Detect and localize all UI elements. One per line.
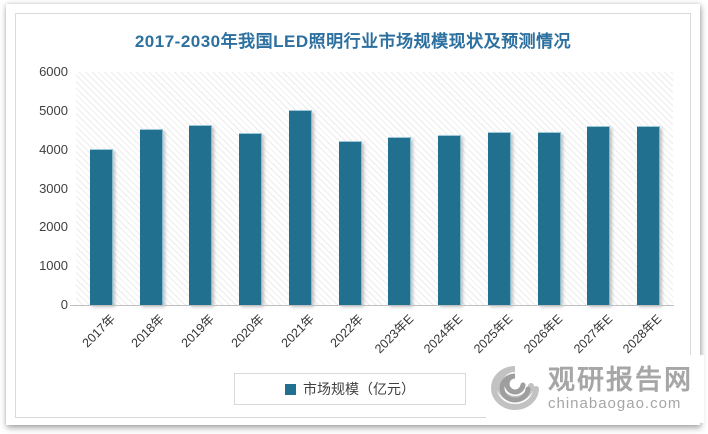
legend-marker-icon — [285, 383, 296, 395]
bar — [189, 125, 213, 305]
swirl-logo-icon — [486, 359, 544, 420]
y-axis-label: 4000 — [39, 141, 68, 157]
y-axis-label: 0 — [60, 297, 68, 312]
watermark-brand-text: 观研报告网 — [548, 365, 693, 396]
bar — [487, 132, 511, 305]
x-axis-label: 2027年E — [570, 311, 616, 357]
bar — [239, 133, 263, 305]
bar — [438, 135, 462, 305]
plot-area — [76, 72, 673, 305]
bar — [537, 132, 561, 305]
y-axis-label: 1000 — [39, 258, 68, 274]
x-axis-label: 2023年E — [371, 311, 417, 357]
x-axis-label: 2020年 — [228, 311, 267, 351]
x-axis-label: 2017年 — [79, 311, 118, 351]
x-axis-label: 2024年E — [421, 311, 466, 357]
watermark: 观研报告网 chinabaogao.com — [486, 355, 704, 423]
x-axis-label: 2022年 — [327, 311, 367, 351]
bar — [89, 149, 113, 305]
legend-box: 市场规模（亿元） — [234, 373, 466, 405]
x-axis-line — [70, 305, 674, 306]
chart-title: 2017-2030年我国LED照明行业市场规模现状及预测情况 — [134, 32, 572, 51]
x-axis-label: 2021年 — [278, 311, 317, 351]
x-axis-label: 2019年 — [178, 311, 218, 351]
x-axis-label: 2025年E — [471, 311, 516, 357]
bar — [637, 126, 661, 305]
bar — [139, 129, 163, 305]
chart-card: 2017-2030年我国LED照明行业市场规模现状及预测情况 0 1000 2000… — [15, 13, 691, 418]
bar — [587, 126, 611, 305]
y-axis-label: 6000 — [39, 64, 68, 79]
x-axis-label: 2028年E — [620, 311, 665, 357]
bar — [388, 137, 412, 305]
y-axis-label: 2000 — [39, 219, 68, 235]
x-axis-label: 2026年E — [521, 311, 566, 357]
bar — [288, 110, 312, 305]
y-axis-label: 5000 — [39, 102, 68, 118]
y-axis-label: 3000 — [39, 180, 68, 196]
legend-label: 市场规模（亿元） — [303, 381, 415, 397]
watermark-domain-text: chinabaogao.com — [548, 394, 682, 412]
x-axis-label: 2018年 — [128, 311, 168, 351]
bar — [338, 141, 362, 305]
chart-image-frame: 2017-2030年我国LED照明行业市场规模现状及预测情况 0 1000 2000… — [6, 4, 700, 425]
